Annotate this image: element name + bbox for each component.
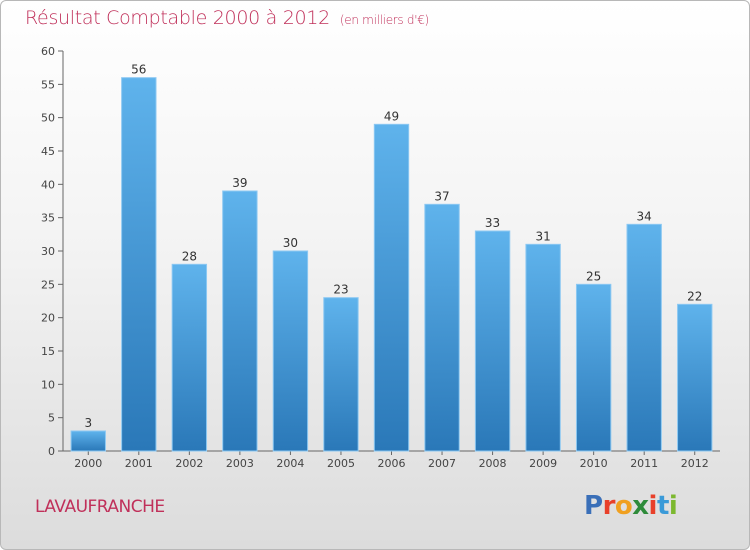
logo-letter: r bbox=[602, 491, 616, 521]
bar-2003 bbox=[222, 190, 258, 452]
value-label-2012: 22 bbox=[687, 289, 702, 303]
chart-subtitle: (en milliers d'€) bbox=[339, 13, 429, 27]
bar-2004 bbox=[272, 250, 309, 452]
value-label-2001: 56 bbox=[131, 63, 146, 77]
y-tick-label: 50 bbox=[41, 112, 55, 125]
x-tick-label: 2011 bbox=[630, 457, 658, 470]
bar-2001 bbox=[121, 77, 157, 452]
value-label-2000: 3 bbox=[84, 416, 92, 430]
y-tick-label: 0 bbox=[48, 445, 55, 458]
bar-2005 bbox=[323, 297, 359, 452]
logo-letter: x bbox=[632, 491, 649, 521]
logo-letter: o bbox=[614, 491, 633, 521]
x-tick-label: 2006 bbox=[378, 457, 406, 470]
bar-2010 bbox=[575, 283, 612, 452]
logo-letter: P bbox=[584, 491, 603, 521]
value-label-2005: 23 bbox=[333, 283, 348, 297]
value-label-2004: 30 bbox=[283, 236, 298, 250]
y-tick-label: 10 bbox=[41, 378, 55, 391]
bar-2012 bbox=[677, 303, 713, 452]
bars bbox=[70, 77, 713, 452]
value-label-2011: 34 bbox=[637, 209, 652, 223]
title-text: Résultat Comptable 2000 à 2012 bbox=[25, 7, 330, 29]
x-tick-label: 2002 bbox=[175, 457, 203, 470]
value-label-2006: 49 bbox=[384, 109, 399, 123]
x-tick-label: 2007 bbox=[428, 457, 456, 470]
y-tick-label: 55 bbox=[41, 78, 55, 91]
value-label-2009: 31 bbox=[535, 229, 550, 243]
bar-2008 bbox=[474, 230, 511, 452]
y-tick-label: 60 bbox=[41, 45, 55, 58]
bar-2002 bbox=[171, 263, 208, 452]
value-label-2007: 37 bbox=[434, 189, 449, 203]
value-label-2003: 39 bbox=[232, 176, 247, 190]
value-label-2008: 33 bbox=[485, 216, 500, 230]
y-tick-label: 35 bbox=[41, 212, 55, 225]
logo-letter: t bbox=[656, 491, 669, 521]
y-tick-label: 5 bbox=[48, 412, 55, 425]
bar-2011 bbox=[626, 223, 662, 452]
x-tick-label: 2008 bbox=[479, 457, 507, 470]
chart-title: Résultat Comptable 2000 à 2012 (en millie… bbox=[25, 7, 429, 29]
value-labels: 3 56 28 39 30 23 49 37 33 31 25 34 22 bbox=[84, 63, 702, 430]
y-tick-label: 15 bbox=[41, 345, 55, 358]
x-tick-label: 2003 bbox=[226, 457, 254, 470]
x-tick-label: 2009 bbox=[529, 457, 557, 470]
y-tick-label: 40 bbox=[41, 178, 55, 191]
value-label-2010: 25 bbox=[586, 269, 601, 283]
x-tick-label: 2012 bbox=[681, 457, 709, 470]
town-name: LAVAUFRANCHE bbox=[35, 497, 165, 517]
x-tick-label: 2001 bbox=[125, 457, 153, 470]
logo-letter: i bbox=[648, 491, 658, 521]
bar-2006 bbox=[373, 123, 410, 452]
x-tick-label: 2010 bbox=[580, 457, 608, 470]
logo-letter: i bbox=[668, 491, 678, 521]
y-tick-label: 30 bbox=[41, 245, 55, 258]
bar-2000 bbox=[70, 430, 106, 452]
x-tick-label: 2004 bbox=[276, 457, 304, 470]
y-tick-label: 45 bbox=[41, 145, 55, 158]
y-tick-label: 25 bbox=[41, 278, 55, 291]
bar-2009 bbox=[525, 243, 561, 452]
proxiti-logo: Proxiti bbox=[584, 491, 678, 521]
bar-2007 bbox=[424, 203, 460, 452]
y-tick-label: 20 bbox=[41, 312, 55, 325]
value-label-2002: 28 bbox=[182, 249, 197, 263]
x-tick-label: 2000 bbox=[74, 457, 102, 470]
x-tick-label: 2005 bbox=[327, 457, 355, 470]
